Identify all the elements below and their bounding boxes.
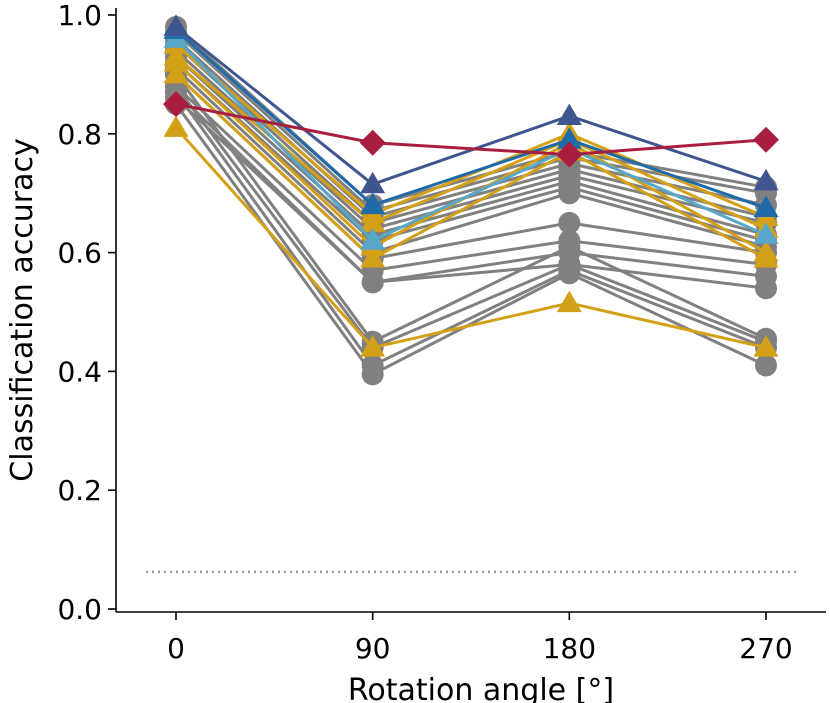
series-line: [174, 37, 767, 243]
series-line: [174, 91, 767, 284]
data-point: [360, 228, 386, 250]
y-tick-label: 1.0: [57, 0, 102, 32]
data-point: [360, 192, 386, 215]
series-line: [174, 85, 767, 350]
series-line: [174, 85, 767, 273]
data-point: [558, 235, 581, 258]
y-tick-label: 0.2: [57, 474, 102, 507]
data-point: [753, 126, 779, 153]
series-group: [163, 14, 779, 386]
y-tick-label: 0.8: [57, 118, 102, 151]
y-axis-title: Classification accuracy: [5, 138, 40, 481]
axes: [108, 8, 826, 620]
x-tick-label: 180: [543, 632, 596, 665]
series-line: [174, 91, 767, 368]
data-point: [558, 211, 581, 234]
data-point: [163, 14, 189, 36]
series-orange-4: [163, 61, 779, 268]
data-point: [361, 363, 384, 386]
x-tick-label: 0: [167, 632, 185, 665]
data-point: [556, 141, 583, 168]
data-point: [558, 262, 581, 285]
data-point: [753, 335, 779, 357]
data-point: [753, 195, 779, 218]
data-point: [360, 210, 386, 232]
data-point: [361, 271, 384, 294]
series-orange-5: [163, 115, 779, 357]
data-point: [556, 103, 582, 125]
data-point: [753, 246, 779, 268]
series-crimson-1: [163, 91, 779, 168]
data-point: [163, 115, 189, 137]
data-point: [163, 50, 189, 72]
data-point: [753, 222, 779, 244]
data-point: [360, 171, 386, 194]
x-tick-label: 270: [739, 632, 792, 665]
series-line: [175, 102, 767, 157]
series-line: [174, 73, 767, 261]
data-point: [556, 290, 582, 313]
x-axis-title: Rotation angle [°]: [348, 673, 614, 703]
series-line: [174, 67, 767, 255]
series-gray-9: [165, 63, 777, 270]
series-line: [174, 73, 767, 261]
data-point: [558, 182, 581, 205]
series-line: [174, 55, 767, 237]
series-line: [175, 28, 767, 210]
data-point: [360, 246, 386, 268]
x-tick-label: 90: [355, 632, 391, 665]
y-tick-label: 0.4: [57, 355, 102, 388]
y-tick-label: 0.6: [57, 237, 102, 270]
data-point: [755, 277, 777, 300]
axis-labels-group: 0.0 0.2 0.4 0.6 0.8 1.0 0 90 180 270 Rotation angl…: [5, 0, 793, 703]
data-point: [755, 354, 777, 377]
y-tick-label: 0.0: [57, 593, 102, 626]
series-line: [174, 126, 767, 350]
series-line: [174, 73, 767, 344]
data-point: [163, 61, 189, 84]
data-point: [360, 335, 386, 357]
data-point: [163, 91, 189, 118]
series-line: [174, 61, 767, 243]
data-point: [753, 168, 779, 191]
data-point: [359, 129, 386, 156]
data-point: [556, 127, 582, 149]
series-line: [174, 97, 767, 290]
